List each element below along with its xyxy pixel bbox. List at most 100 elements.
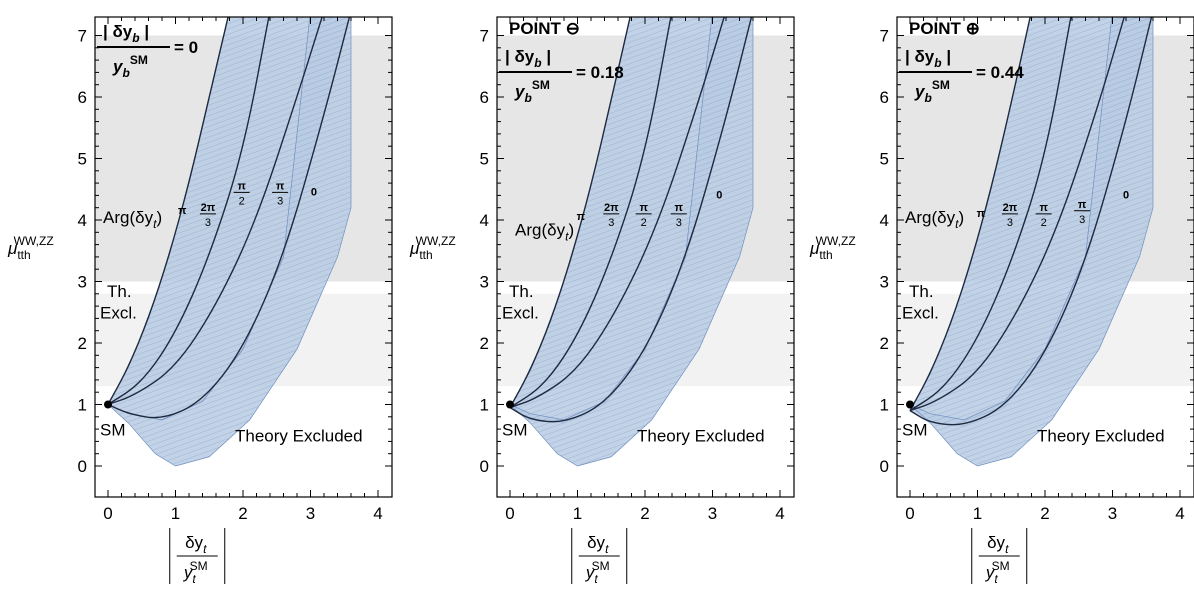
th-excl-label-line2: Excl. — [902, 303, 939, 322]
x-label-denominator: ytSM — [585, 559, 610, 584]
th-excl-label-line2: Excl. — [502, 303, 539, 322]
phase-label-den: 3 — [676, 217, 682, 229]
allowed-region-lower-hatch — [510, 17, 753, 466]
y-tick-label: 7 — [480, 27, 489, 46]
x-tick-label: 2 — [238, 504, 247, 523]
y-tick-label: 2 — [880, 334, 889, 353]
phase-label-num: 2π — [201, 202, 216, 214]
x-tick-label: 0 — [103, 504, 112, 523]
ratio-numerator: | δyb | — [905, 47, 951, 70]
phase-label: 0 — [716, 189, 722, 201]
ratio-value: = 0.18 — [576, 63, 624, 82]
y-tick-label: 1 — [880, 396, 889, 415]
chart-panel-2: 0 1 2 3 4 0 1 2 3 4 5 6 7 SM Theory Excluded Th. Excl. Ar… — [409, 16, 795, 586]
sm-point — [104, 400, 112, 409]
x-tick-label: 4 — [775, 504, 784, 523]
phase-label-num: π — [639, 202, 648, 214]
phase-label-num: π — [1039, 202, 1048, 214]
x-tick-label: 4 — [1175, 504, 1184, 523]
phase-curve — [107, 17, 323, 406]
allowed-region-hatch — [910, 17, 1152, 427]
th-excl-label-line1: Th. — [909, 282, 934, 301]
th-excl-label-line1: Th. — [107, 282, 132, 301]
ratio-numerator: | δyb | — [103, 22, 149, 45]
x-tick-label: 4 — [373, 504, 382, 523]
phase-curve — [909, 17, 1072, 412]
phase-curve — [509, 17, 725, 409]
phase-curve — [909, 17, 1153, 426]
y-tick-label: 1 — [78, 396, 87, 415]
sm-label: SM — [100, 421, 126, 440]
phase-label: 0 — [311, 186, 317, 198]
phase-label-num: π — [276, 180, 285, 192]
theory-excluded-label: Theory Excluded — [235, 426, 363, 445]
point-label: POINT ⊕ — [909, 19, 980, 38]
sm-point — [506, 400, 514, 409]
phase-curve — [909, 17, 1031, 411]
y-tick-label: 3 — [880, 273, 889, 292]
ratio-numerator: | δyb | — [505, 47, 551, 70]
phase-label-num: 2π — [1003, 202, 1018, 214]
phase-curve — [107, 17, 229, 405]
plot-area — [897, 17, 1194, 467]
ratio-value: = 0.44 — [976, 63, 1024, 82]
phase-label-den: 2 — [641, 217, 647, 229]
y-tick-label: 0 — [880, 457, 889, 476]
chart-panel-1: 0 1 2 3 4 0 1 2 3 4 5 6 7 SM Theory Excluded Th. Excl. Ar… — [7, 16, 393, 586]
phase-curve — [909, 17, 1125, 412]
phase-label: π — [178, 205, 187, 217]
point-label: POINT ⊖ — [509, 19, 580, 38]
x-tick-label: 3 — [306, 504, 315, 523]
th-excl-label-line1: Th. — [509, 282, 534, 301]
x-tick-label: 3 — [708, 504, 717, 523]
phase-label: π — [977, 208, 986, 220]
x-tick-label: 0 — [505, 504, 514, 523]
y-tick-label: 3 — [480, 273, 489, 292]
y-tick-label: 4 — [480, 211, 489, 230]
y-tick-label: 3 — [78, 273, 87, 292]
chart-panel-3: 0 1 2 3 4 0 1 2 3 4 5 6 7 SM Theory Excluded Th. Excl. Ar… — [809, 16, 1194, 586]
y-tick-label: 5 — [480, 150, 489, 169]
x-tick-label: 2 — [1040, 504, 1049, 523]
phase-curve — [509, 17, 672, 409]
sm-label: SM — [902, 421, 928, 440]
x-tick-label: 3 — [1108, 504, 1117, 523]
y-tick-label: 4 — [78, 211, 87, 230]
x-tick-label: 0 — [905, 504, 914, 523]
phase-curve — [509, 17, 753, 423]
y-tick-label: 0 — [480, 457, 489, 476]
phase-label-num: π — [237, 180, 246, 192]
ratio-denominator: ybSM — [112, 53, 148, 80]
phase-label-den: 3 — [1079, 214, 1085, 226]
phase-label-num: 2π — [604, 202, 619, 214]
phase-label-den: 2 — [1041, 217, 1047, 229]
x-tick-label: 1 — [973, 504, 982, 523]
ratio-value: = 0 — [174, 38, 198, 57]
phase-label-den: 3 — [608, 217, 614, 229]
phase-label: 0 — [1123, 189, 1129, 201]
y-axis-label: μtthWW,ZZ — [409, 234, 456, 262]
allowed-region-hatch — [108, 17, 350, 420]
phase-label-den: 2 — [239, 195, 245, 207]
th-excl-label-line2: Excl. — [100, 303, 137, 322]
phase-label-num: π — [675, 202, 684, 214]
phase-curve — [107, 17, 270, 406]
y-tick-label: 6 — [880, 88, 889, 107]
y-axis-label: μtthWW,ZZ — [809, 234, 856, 262]
sm-label: SM — [502, 421, 528, 440]
x-tick-label: 1 — [573, 504, 582, 523]
allowed-region-lower-hatch — [910, 17, 1153, 466]
x-label-denominator: ytSM — [985, 559, 1010, 584]
phase-label-den: 3 — [1007, 217, 1013, 229]
y-axis-label: μtthWW,ZZ — [7, 234, 54, 262]
plot-area — [497, 17, 794, 467]
phase-curve — [107, 17, 351, 419]
y-tick-label: 5 — [78, 150, 87, 169]
allowed-region-hatch — [510, 17, 752, 423]
y-tick-label: 5 — [880, 150, 889, 169]
x-label-numerator: δyt — [587, 533, 609, 556]
phase-label-num: π — [1078, 199, 1087, 211]
x-tick-label: 1 — [171, 504, 180, 523]
theory-excluded-label: Theory Excluded — [637, 426, 765, 445]
